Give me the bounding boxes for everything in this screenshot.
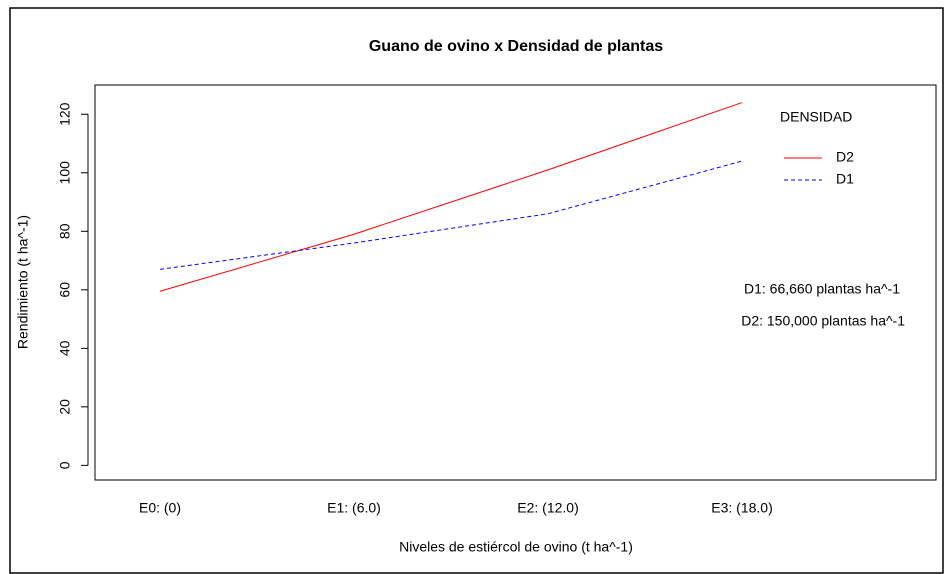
series-line: [159, 102, 743, 292]
x-tick-label: E1: (6.0): [327, 500, 381, 516]
chart-title: Guano de ovino x Densidad de plantas: [369, 38, 663, 55]
annotation: D1: 66,660 plantas ha^-1: [744, 281, 900, 297]
y-tick-label: 60: [57, 282, 73, 298]
y-axis-label: Rendimiento (t ha^-1): [15, 215, 31, 349]
x-tick-label: E3: (18.0): [711, 500, 772, 516]
legend-label: D1: [836, 171, 854, 187]
legend-label: D2: [836, 149, 854, 165]
frame: [9, 7, 944, 574]
series-line: [159, 160, 743, 270]
legend-title: DENSIDAD: [780, 109, 852, 125]
x-axis-label: Niveles de estiércol de ovino (t ha^-1): [399, 539, 633, 555]
plot-box: [94, 84, 937, 481]
y-tick-label: 40: [57, 340, 73, 356]
x-tick-label: E2: (12.0): [517, 500, 578, 516]
y-tick-label: 100: [57, 161, 73, 185]
annotation: D2: 150,000 plantas ha^-1: [741, 313, 905, 329]
y-tick-label: 20: [57, 399, 73, 415]
y-tick-label: 80: [57, 223, 73, 239]
x-tick-label: E0: (0): [139, 500, 181, 516]
y-tick-label: 0: [57, 461, 73, 469]
y-tick-label: 120: [57, 102, 73, 126]
